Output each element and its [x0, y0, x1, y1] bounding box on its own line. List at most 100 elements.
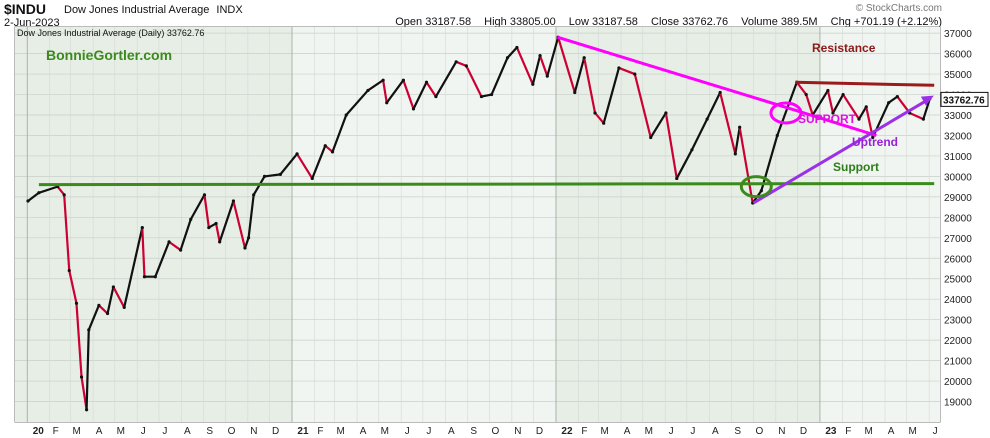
price-segment	[385, 79, 405, 104]
price-segment	[434, 60, 458, 98]
chart-date: 2-Jun-2023	[4, 17, 60, 29]
price-segment	[63, 193, 71, 272]
price-segment	[805, 93, 814, 117]
ohlc-summary: Open 33187.58 High 33805.00 Low 33187.58…	[395, 16, 942, 28]
price-segment	[480, 93, 493, 98]
price-segment	[189, 193, 206, 221]
y-tick-label: 29000	[944, 193, 972, 204]
price-segment	[68, 269, 78, 305]
y-tick-label: 37000	[944, 29, 972, 40]
price-segment	[75, 302, 83, 379]
price-segment	[106, 285, 115, 315]
price-segment	[664, 111, 678, 180]
price-point	[490, 92, 494, 97]
price-segment	[243, 236, 250, 250]
annotation-support: Support	[833, 160, 879, 174]
x-tick-label: 21	[297, 426, 309, 437]
y-tick-label: 26000	[944, 254, 972, 265]
price-point	[857, 117, 861, 121]
x-tick-label: J	[933, 426, 938, 437]
uptrend-line	[752, 97, 931, 205]
price-point	[705, 117, 709, 121]
x-tick-label: J	[141, 426, 146, 437]
chg-value: +701.19 (+2.12%)	[853, 16, 942, 28]
price-segment	[573, 56, 586, 94]
price-point	[424, 80, 429, 84]
price-point	[775, 133, 779, 138]
price-segment	[123, 226, 144, 309]
price-point	[243, 246, 247, 250]
price-segment	[97, 304, 109, 315]
x-tick-label: M	[645, 426, 653, 437]
price-point	[142, 275, 147, 279]
price-point	[401, 78, 405, 82]
price-point	[664, 111, 668, 115]
price-point	[247, 236, 251, 240]
price-point	[323, 144, 327, 148]
price-point	[718, 90, 722, 95]
price-point	[538, 54, 542, 58]
x-tick-label: M	[336, 426, 344, 437]
price-point	[864, 105, 868, 109]
price-point	[675, 176, 679, 181]
x-tick-label: A	[184, 426, 191, 437]
x-tick-label: M	[117, 426, 125, 437]
price-point	[617, 66, 621, 70]
price-segment	[37, 185, 59, 194]
price-point	[593, 111, 597, 115]
price-segment	[345, 89, 370, 117]
price-point	[649, 135, 653, 140]
price-segment	[218, 199, 235, 243]
x-tick-label: A	[712, 426, 719, 437]
low-label: Low	[568, 16, 589, 28]
stockcharts-brand: © StockCharts.com	[855, 3, 942, 14]
price-segment	[366, 79, 385, 92]
price-point	[262, 174, 267, 179]
x-tick-label: F	[317, 426, 323, 437]
price-point	[310, 176, 314, 181]
price-segment	[811, 89, 830, 117]
x-tick-label: D	[800, 426, 807, 437]
y-tick-label: 22000	[944, 336, 972, 347]
high-value: 33805.00	[509, 16, 556, 28]
x-tick-label: 23	[825, 426, 837, 437]
annotation-support: SUPPORT	[798, 112, 857, 126]
price-point	[84, 408, 89, 412]
price-point	[921, 117, 925, 121]
x-tick-label: M	[381, 426, 389, 437]
year-band	[15, 27, 292, 422]
price-point	[531, 82, 535, 86]
price-point	[97, 303, 101, 307]
price-point	[278, 172, 283, 176]
price-point	[759, 189, 763, 193]
price-segment	[857, 105, 868, 121]
price-segment	[633, 72, 652, 139]
price-point	[218, 240, 222, 244]
price-point	[454, 60, 458, 64]
price-point	[479, 94, 484, 99]
price-segment	[546, 36, 560, 78]
price-point	[826, 88, 830, 93]
price-segment	[412, 81, 428, 110]
price-point	[252, 193, 256, 197]
price-point	[111, 285, 115, 289]
price-point	[207, 225, 211, 230]
price-segment	[887, 95, 899, 104]
y-tick-label: 20000	[944, 377, 972, 388]
price-point	[295, 152, 299, 156]
y-tick-label: 31000	[944, 152, 972, 163]
price-segment	[465, 64, 483, 98]
price-segment	[331, 113, 348, 153]
price-segment	[719, 91, 737, 155]
price-point	[545, 74, 549, 78]
year-band	[819, 27, 940, 422]
x-tick-label: S	[734, 426, 741, 437]
price-point	[733, 152, 737, 156]
y-tick-label: 32000	[944, 131, 972, 142]
x-tick-label: F	[53, 426, 59, 437]
price-segment	[617, 66, 636, 76]
price-point	[573, 90, 577, 95]
price-point	[633, 72, 637, 76]
oct-low-circle	[739, 175, 773, 199]
breakout-circle	[769, 101, 803, 125]
